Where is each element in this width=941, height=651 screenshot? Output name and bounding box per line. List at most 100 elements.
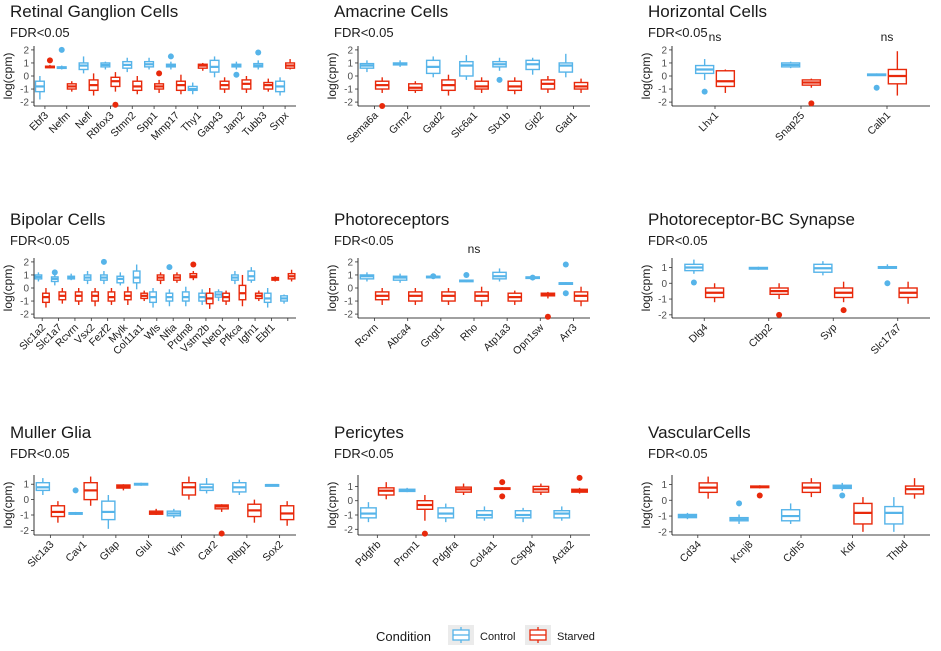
control-outlier: [873, 84, 880, 91]
y-axis-label: log(cpm): [639, 265, 653, 312]
ns-label: ns: [881, 30, 894, 44]
y-tick-label: -2: [658, 310, 667, 321]
x-tick-label: Cav1: [63, 539, 89, 565]
starved-outlier: [218, 530, 225, 537]
x-tick-label: Vim: [166, 538, 187, 559]
control-outlier: [562, 261, 569, 268]
x-tick-label: Snap25: [773, 110, 807, 144]
starved-outlier: [499, 479, 506, 486]
gene-col4a1: Col4a1: [467, 479, 511, 571]
y-tick-label: -2: [20, 526, 29, 537]
panel-subtitle: FDR<0.05: [10, 446, 70, 461]
x-tick-label: Col4a1: [467, 539, 499, 571]
x-tick-label: Gfap: [97, 539, 122, 564]
gene-gjd2: Gjd2: [522, 57, 556, 134]
y-tick-label: 1: [661, 58, 667, 69]
y-tick-label: 0: [661, 496, 667, 507]
y-tick-label: 1: [23, 270, 29, 281]
x-tick-label: Thbd: [885, 539, 911, 565]
gene-slc6a1: Slc6a1: [449, 55, 489, 141]
gene-srpx: Srpx: [267, 59, 296, 133]
y-tick-label: -2: [344, 525, 353, 536]
starved-box: [181, 481, 197, 496]
gene-grm2: Grm2: [387, 60, 423, 137]
gene-sox2: Sox2: [260, 483, 295, 564]
x-tick-label: Slc1a3: [25, 539, 56, 570]
y-axis-label: log(cpm): [325, 482, 339, 529]
gene-pdgfrb: Pdgfrb: [353, 482, 395, 569]
legend-key-control: [452, 627, 470, 643]
gene-vim: Vim: [166, 476, 197, 560]
y-tick-label: -1: [20, 511, 29, 522]
x-tick-label: Cdh5: [781, 539, 807, 565]
gene-snap25: Snap25: [773, 61, 822, 144]
gene-nefl: Nefl: [73, 56, 99, 131]
panel-subtitle: FDR<0.05: [10, 233, 70, 248]
x-tick-label: Acta2: [549, 539, 577, 567]
y-axis-label: log(cpm): [1, 53, 15, 100]
control-outlier: [690, 279, 697, 286]
control-outlier: [839, 492, 846, 499]
y-tick-label: 0: [23, 284, 29, 295]
x-tick-label: Dlg4: [687, 322, 711, 346]
gene-ctbp2: Ctbp2: [747, 266, 789, 350]
y-tick-label: -1: [658, 512, 667, 523]
starved-box: [474, 80, 489, 90]
x-tick-label: Atp1a3: [481, 322, 513, 354]
gene-prom1: Prom1: [392, 487, 434, 569]
control-outlier: [72, 487, 79, 494]
starved-outlier: [544, 313, 551, 320]
panel-subtitle: FDR<0.05: [648, 233, 708, 248]
x-tick-label: Slc6a1: [449, 110, 480, 141]
x-tick-label: Glul: [133, 539, 155, 561]
y-tick-label: 0: [23, 72, 29, 83]
y-tick-label: 2: [661, 45, 667, 56]
starved-outlier: [776, 311, 783, 318]
control-box: [459, 60, 474, 77]
panel-horizontal-cells: Horizontal Cells FDR<0.05 -2 -1 0 1 2 log(cpm) L…: [639, 2, 930, 144]
gene-kdr: Kdr: [832, 482, 873, 559]
starved-outlier: [379, 103, 386, 109]
gene-cdh5: Cdh5: [781, 478, 822, 565]
gene-thbd: Thbd: [884, 478, 925, 565]
panel-title: Bipolar Cells: [10, 210, 105, 229]
x-tick-label: Lhx1: [697, 110, 722, 135]
y-tick-label: -1: [658, 85, 667, 96]
starved-box: [715, 70, 736, 88]
y-tick-label: 0: [661, 279, 667, 290]
gene-rho: Rho ns: [458, 242, 489, 344]
y-tick-label: -2: [344, 98, 353, 109]
starved-outlier: [756, 492, 763, 499]
y-tick-label: 1: [23, 480, 29, 491]
x-tick-label: Car2: [196, 539, 221, 564]
x-tick-label: Ebf1: [254, 322, 278, 346]
panel-subtitle: FDR<0.05: [334, 446, 394, 461]
legend-label-control: Control: [480, 631, 515, 643]
control-outlier: [496, 76, 503, 83]
gene-car2: Car2: [196, 478, 229, 563]
y-tick-label: 2: [347, 257, 353, 268]
panel-bipolar-cells: Bipolar CellsFDR<0.05-2-1012log(cpm)Slc1…: [1, 210, 296, 357]
control-outlier: [430, 273, 437, 280]
gene-abca4: Abca4: [384, 273, 423, 351]
x-tick-label: Gjd2: [522, 110, 546, 134]
gene-glul: Glul: [133, 482, 164, 561]
y-axis-label: log(cpm): [325, 53, 339, 100]
x-tick-label: Slc17a7: [869, 322, 904, 357]
y-tick-label: -1: [344, 85, 353, 96]
gene-rlbp1: Rlbp1: [225, 479, 262, 567]
panel-amacrine-cells: Amacrine Cells FDR<0.05 -2 -1 0 1 2 log(cpm) Sem…: [325, 2, 590, 146]
x-tick-label: Tubb3: [240, 110, 269, 139]
panel-title: VascularCells: [648, 423, 751, 442]
y-tick-label: 0: [347, 72, 353, 83]
y-tick-label: 1: [347, 482, 353, 493]
y-tick-label: 1: [661, 480, 667, 491]
gene-atp1a3: Atp1a3: [481, 268, 523, 354]
starved-outlier: [46, 57, 53, 64]
panel-title: Photoreceptors: [334, 210, 449, 229]
y-tick-label: -2: [20, 98, 29, 109]
panel-pericytes: Pericytes FDR<0.05 -2 -1 0 1 log(cpm) Pdgfrb Pro…: [325, 423, 590, 571]
y-tick-label: 1: [347, 270, 353, 281]
y-tick-label: 1: [23, 58, 29, 69]
x-tick-label: Pdgfrb: [353, 539, 383, 569]
